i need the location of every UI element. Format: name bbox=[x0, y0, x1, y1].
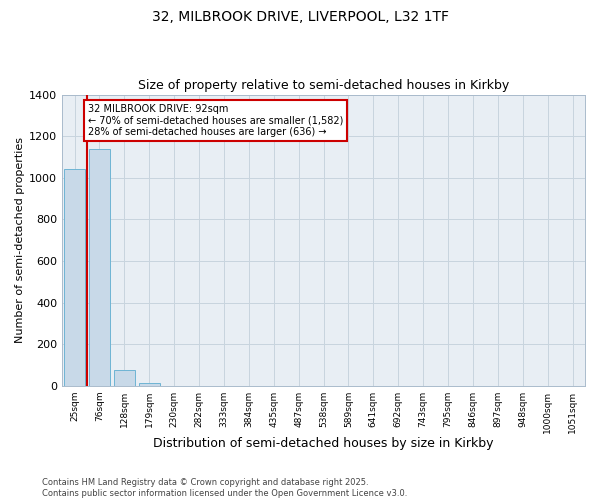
Text: 32 MILBROOK DRIVE: 92sqm
← 70% of semi-detached houses are smaller (1,582)
28% o: 32 MILBROOK DRIVE: 92sqm ← 70% of semi-d… bbox=[88, 104, 343, 137]
Title: Size of property relative to semi-detached houses in Kirkby: Size of property relative to semi-detach… bbox=[138, 79, 509, 92]
Text: 32, MILBROOK DRIVE, LIVERPOOL, L32 1TF: 32, MILBROOK DRIVE, LIVERPOOL, L32 1TF bbox=[151, 10, 449, 24]
Bar bbox=[64, 170, 85, 386]
Y-axis label: Number of semi-detached properties: Number of semi-detached properties bbox=[15, 137, 25, 343]
X-axis label: Distribution of semi-detached houses by size in Kirkby: Distribution of semi-detached houses by … bbox=[154, 437, 494, 450]
Text: Contains HM Land Registry data © Crown copyright and database right 2025.
Contai: Contains HM Land Registry data © Crown c… bbox=[42, 478, 407, 498]
Bar bbox=[139, 382, 160, 386]
Bar bbox=[89, 148, 110, 386]
Bar bbox=[114, 370, 135, 386]
